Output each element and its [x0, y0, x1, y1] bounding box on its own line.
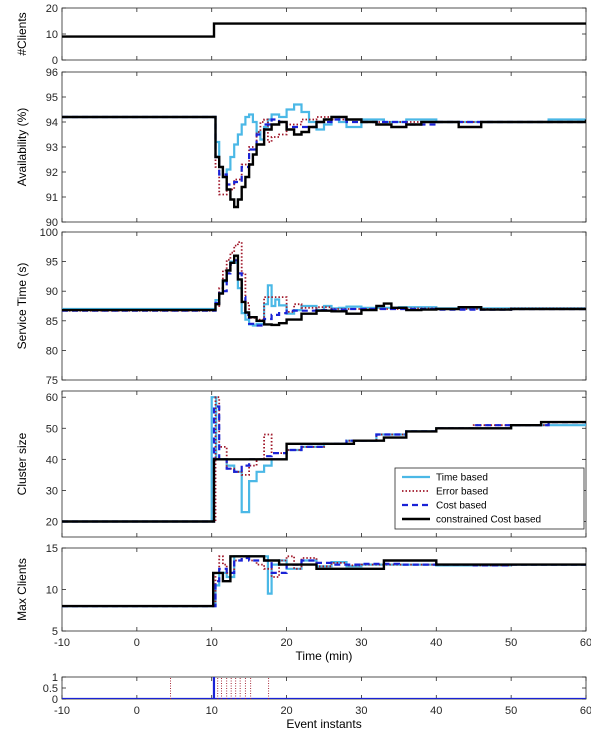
- legend-label: Time based: [436, 473, 488, 484]
- series-line-cost-based: [62, 115, 586, 186]
- event-markers: [62, 677, 586, 699]
- x-tick-label: 50: [505, 637, 517, 649]
- y-axis-label: Availability (%): [15, 108, 29, 186]
- legend-label: constrained Cost based: [436, 515, 541, 526]
- series-group: [62, 22, 586, 38]
- y-tick-label: 30: [46, 485, 58, 497]
- y-tick-label: 15: [46, 543, 58, 555]
- y-tick-label: 95: [46, 257, 58, 269]
- x-axis-label: Time (min): [296, 649, 353, 663]
- y-tick-label: 80: [46, 345, 58, 357]
- series-line-constrained-cost-based: [62, 115, 586, 209]
- y-tick-label: 60: [46, 392, 58, 404]
- panel-availability: 90 91 92 93 94 95 96 Availability (%): [15, 67, 587, 229]
- x-tick-label: 10: [206, 705, 218, 717]
- y-tick-label: 0: [52, 694, 58, 706]
- x-tick-label: 20: [280, 705, 292, 717]
- panel-clients: 0 10 20 #Clients: [15, 3, 587, 67]
- x-tick-label: 40: [430, 705, 442, 717]
- x-tick-label: -10: [54, 705, 70, 717]
- legend-label: Cost based: [436, 501, 487, 512]
- x-tick-label: 60: [580, 637, 591, 649]
- y-tick-label: 40: [46, 454, 58, 466]
- y-tick-label: 0: [52, 55, 58, 67]
- x-tick-label: 10: [206, 637, 218, 649]
- plot-area: [61, 676, 587, 700]
- y-tick-label: 10: [46, 585, 58, 597]
- series-line-cost-based: [62, 556, 586, 608]
- series-line-constrained-cost-based: [62, 22, 586, 38]
- y-tick-label: 50: [46, 423, 58, 435]
- y-tick-label: 1: [52, 672, 58, 684]
- plot-area: [61, 7, 587, 61]
- legend-label: Error based: [436, 487, 488, 498]
- series-line-constrained-cost-based: [62, 254, 586, 327]
- y-tick-label: 10: [46, 29, 58, 41]
- series-group: [62, 396, 586, 523]
- x-tick-label: 50: [505, 705, 517, 717]
- x-tick-label: 30: [355, 705, 367, 717]
- y-tick-label: 20: [46, 3, 58, 15]
- plot-area: [61, 547, 587, 632]
- y-tick-label: 90: [46, 286, 58, 298]
- x-axis-label: Event instants: [286, 717, 361, 731]
- y-tick-label: 94: [46, 117, 58, 129]
- series-line-error-based: [62, 555, 586, 607]
- y-tick-label: 92: [46, 167, 58, 179]
- series-line-constrained-cost-based: [62, 555, 586, 608]
- y-axis-label: Service Time (s): [15, 263, 29, 350]
- x-tick-label: 0: [134, 637, 140, 649]
- y-tick-label: 85: [46, 316, 58, 328]
- series-line-constrained-cost-based: [62, 420, 586, 523]
- series-group: [62, 103, 586, 209]
- legend: Time based Error based Cost based constrain…: [394, 467, 585, 530]
- x-tick-label: 60: [580, 705, 591, 717]
- plot-area: [61, 71, 587, 223]
- series-group: [62, 241, 586, 327]
- y-tick-label: 93: [46, 142, 58, 154]
- y-tick-label: 0.5: [43, 683, 58, 695]
- panel-service_time: 75 80 85 90 95 100 Service Time (s): [15, 227, 587, 387]
- y-tick-label: 95: [46, 92, 58, 104]
- x-tick-label: -10: [54, 637, 70, 649]
- y-tick-label: 5: [52, 626, 58, 638]
- series-group: [62, 555, 586, 608]
- panel-max_clients: 5 10 15 -10 0 10 20 30 40 50 60 Max Clients Time (mi…: [15, 543, 591, 663]
- y-axis-label: Max Clients: [15, 558, 29, 621]
- x-tick-label: 30: [355, 637, 367, 649]
- y-tick-label: 96: [46, 67, 58, 79]
- y-tick-label: 100: [40, 227, 58, 239]
- y-axis-label: Cluster size: [15, 432, 29, 495]
- y-axis-label: #Clients: [15, 12, 29, 55]
- x-tick-label: 40: [430, 637, 442, 649]
- y-tick-label: 90: [46, 217, 58, 229]
- x-tick-label: 20: [280, 637, 292, 649]
- x-tick-label: 0: [134, 705, 140, 717]
- y-tick-label: 20: [46, 516, 58, 528]
- y-tick-label: 75: [46, 375, 58, 387]
- y-tick-label: 91: [46, 192, 58, 204]
